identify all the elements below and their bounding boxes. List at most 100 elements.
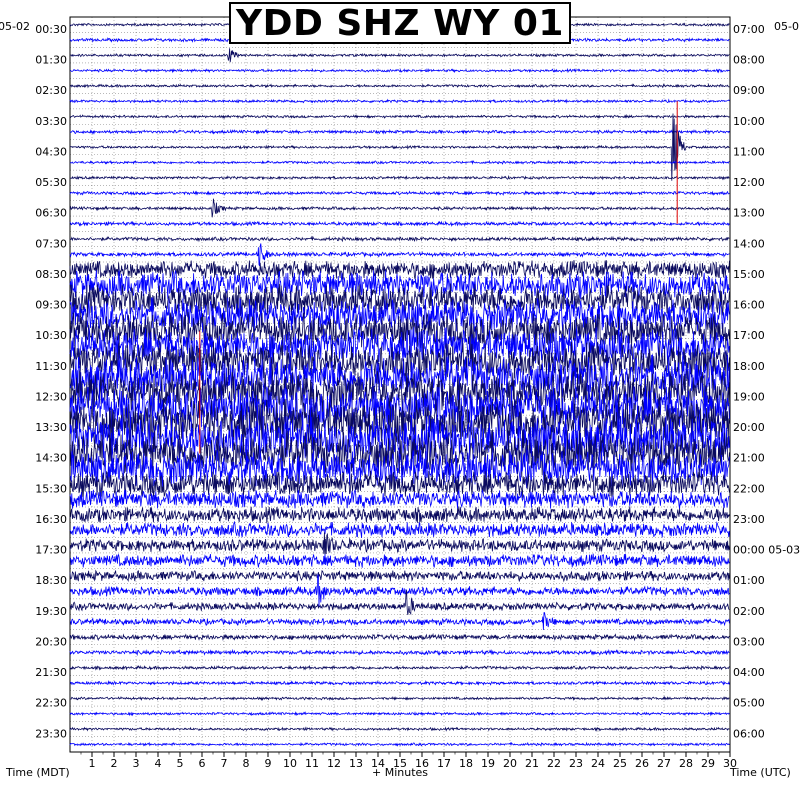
left-time-label: 21:30 [35, 666, 67, 679]
left-time-label: 14:30 [35, 452, 67, 465]
seismic-trace-row [69, 269, 730, 301]
x-tick-label: 21 [525, 757, 539, 770]
left-time-label: 17:30 [35, 544, 67, 557]
x-tick-label: 19 [481, 757, 495, 770]
label-layer: 1 2 3 4 5 6 7 8 9 10 11 12 13 14 15 16 17 18 19 20 21 22 23 24 2… [35, 23, 800, 770]
x-tick-label: 27 [657, 757, 671, 770]
left-time-label: 12:30 [35, 390, 67, 403]
right-time-label: 01:00 [733, 574, 765, 587]
right-time-label: 13:00 [733, 207, 765, 220]
right-time-label: 03:00 [733, 635, 765, 648]
right-time-label: 11:00 [733, 145, 765, 158]
seismic-trace-row [69, 190, 730, 197]
left-time-label: 07:30 [35, 237, 67, 250]
seismic-trace-row [69, 553, 730, 568]
x-tick-label: 22 [547, 757, 561, 770]
x-tick-label: 17 [437, 757, 451, 770]
x-tick-label: 13 [349, 757, 363, 770]
left-axis-title: Time (MDT) [6, 766, 70, 779]
x-tick-label: 25 [613, 757, 627, 770]
right-time-label: 21:00 [733, 452, 765, 465]
seismic-trace-row [69, 398, 730, 448]
right-time-label: 16:00 [733, 299, 765, 312]
left-time-label: 05:30 [35, 176, 67, 189]
x-tick-label: 5 [177, 757, 184, 770]
left-time-label: 11:30 [35, 360, 67, 373]
seismic-trace-row [69, 506, 730, 524]
x-tick-label: 6 [199, 757, 206, 770]
seismic-trace-row [70, 48, 730, 63]
seismic-trace-row [69, 113, 730, 120]
x-tick-label: 16 [415, 757, 429, 770]
x-tick-label: 18 [459, 757, 473, 770]
seismic-trace-row [69, 590, 730, 616]
right-time-label: 09:00 [733, 84, 765, 97]
x-tick-label: 8 [243, 757, 250, 770]
left-time-label: 03:30 [35, 115, 67, 128]
bottom-axis-title: + Minutes [372, 766, 429, 779]
seismic-trace-row [69, 569, 730, 583]
left-time-label: 13:30 [35, 421, 67, 434]
right-time-label: 04:00 [733, 666, 765, 679]
event-marker-layer [199, 101, 678, 454]
right-time-label: 17:00 [733, 329, 765, 342]
seismic-trace-row [69, 260, 730, 280]
x-tick-label: 10 [283, 757, 297, 770]
left-time-label: 20:30 [35, 635, 67, 648]
x-tick-label: 7 [221, 757, 228, 770]
right-time-label: 02:00 [733, 605, 765, 618]
right-time-label: 19:00 [733, 390, 765, 403]
right-date-label: 05-0 [774, 20, 799, 33]
right-time-label: 20:00 [733, 421, 765, 434]
left-time-label: 02:30 [35, 84, 67, 97]
seismic-trace-row [69, 67, 730, 74]
seismic-trace-row [69, 220, 730, 227]
x-tick-label: 30 [723, 757, 737, 770]
seismic-trace-row [69, 664, 730, 671]
seismic-trace-row [69, 113, 730, 181]
x-tick-label: 26 [635, 757, 649, 770]
x-tick-label: 15 [393, 757, 407, 770]
left-time-label: 06:30 [35, 207, 67, 220]
title-box: YDD SHZ WY 01 [229, 2, 571, 44]
left-time-label: 09:30 [35, 299, 67, 312]
x-tick-label: 9 [265, 757, 272, 770]
seismic-trace-row [69, 341, 730, 383]
left-time-label: 22:30 [35, 697, 67, 710]
left-date-label: 05-02 [0, 20, 30, 33]
chart-title: YDD SHZ WY 01 [236, 2, 564, 44]
seismic-trace-row [69, 680, 730, 686]
seismic-trace-row [69, 235, 730, 243]
x-tick-label: 12 [327, 757, 341, 770]
left-time-label: 18:30 [35, 574, 67, 587]
left-time-label: 01:30 [35, 54, 67, 67]
left-time-label: 16:30 [35, 513, 67, 526]
x-tick-label: 14 [371, 757, 385, 770]
x-tick-label: 4 [155, 757, 162, 770]
seismic-trace-row [69, 354, 730, 400]
seismic-trace-row [69, 726, 730, 732]
seismic-trace-row [69, 159, 730, 165]
seismic-trace-row [69, 612, 730, 631]
x-tick-label: 23 [569, 757, 583, 770]
seismic-trace-row [69, 695, 730, 701]
left-time-label: 19:30 [35, 605, 67, 618]
x-tick-label: 1 [89, 757, 96, 770]
seismic-trace-row [69, 648, 730, 656]
trace-layer [69, 12, 730, 747]
right-time-label: 18:00 [733, 360, 765, 373]
seismic-trace-row [69, 326, 730, 367]
right-time-label: 07:00 [733, 23, 765, 36]
seismic-trace-row [69, 573, 730, 608]
left-time-label: 00:30 [35, 23, 67, 36]
x-tick-label: 3 [133, 757, 140, 770]
right-time-label: 10:00 [733, 115, 765, 128]
left-time-label: 08:30 [35, 268, 67, 281]
left-time-label: 23:30 [35, 727, 67, 740]
x-tick-label: 20 [503, 757, 517, 770]
seismic-trace-row [69, 532, 730, 555]
right-time-label: 14:00 [733, 237, 765, 250]
left-time-label: 10:30 [35, 329, 67, 342]
seismic-trace-row [69, 711, 730, 717]
